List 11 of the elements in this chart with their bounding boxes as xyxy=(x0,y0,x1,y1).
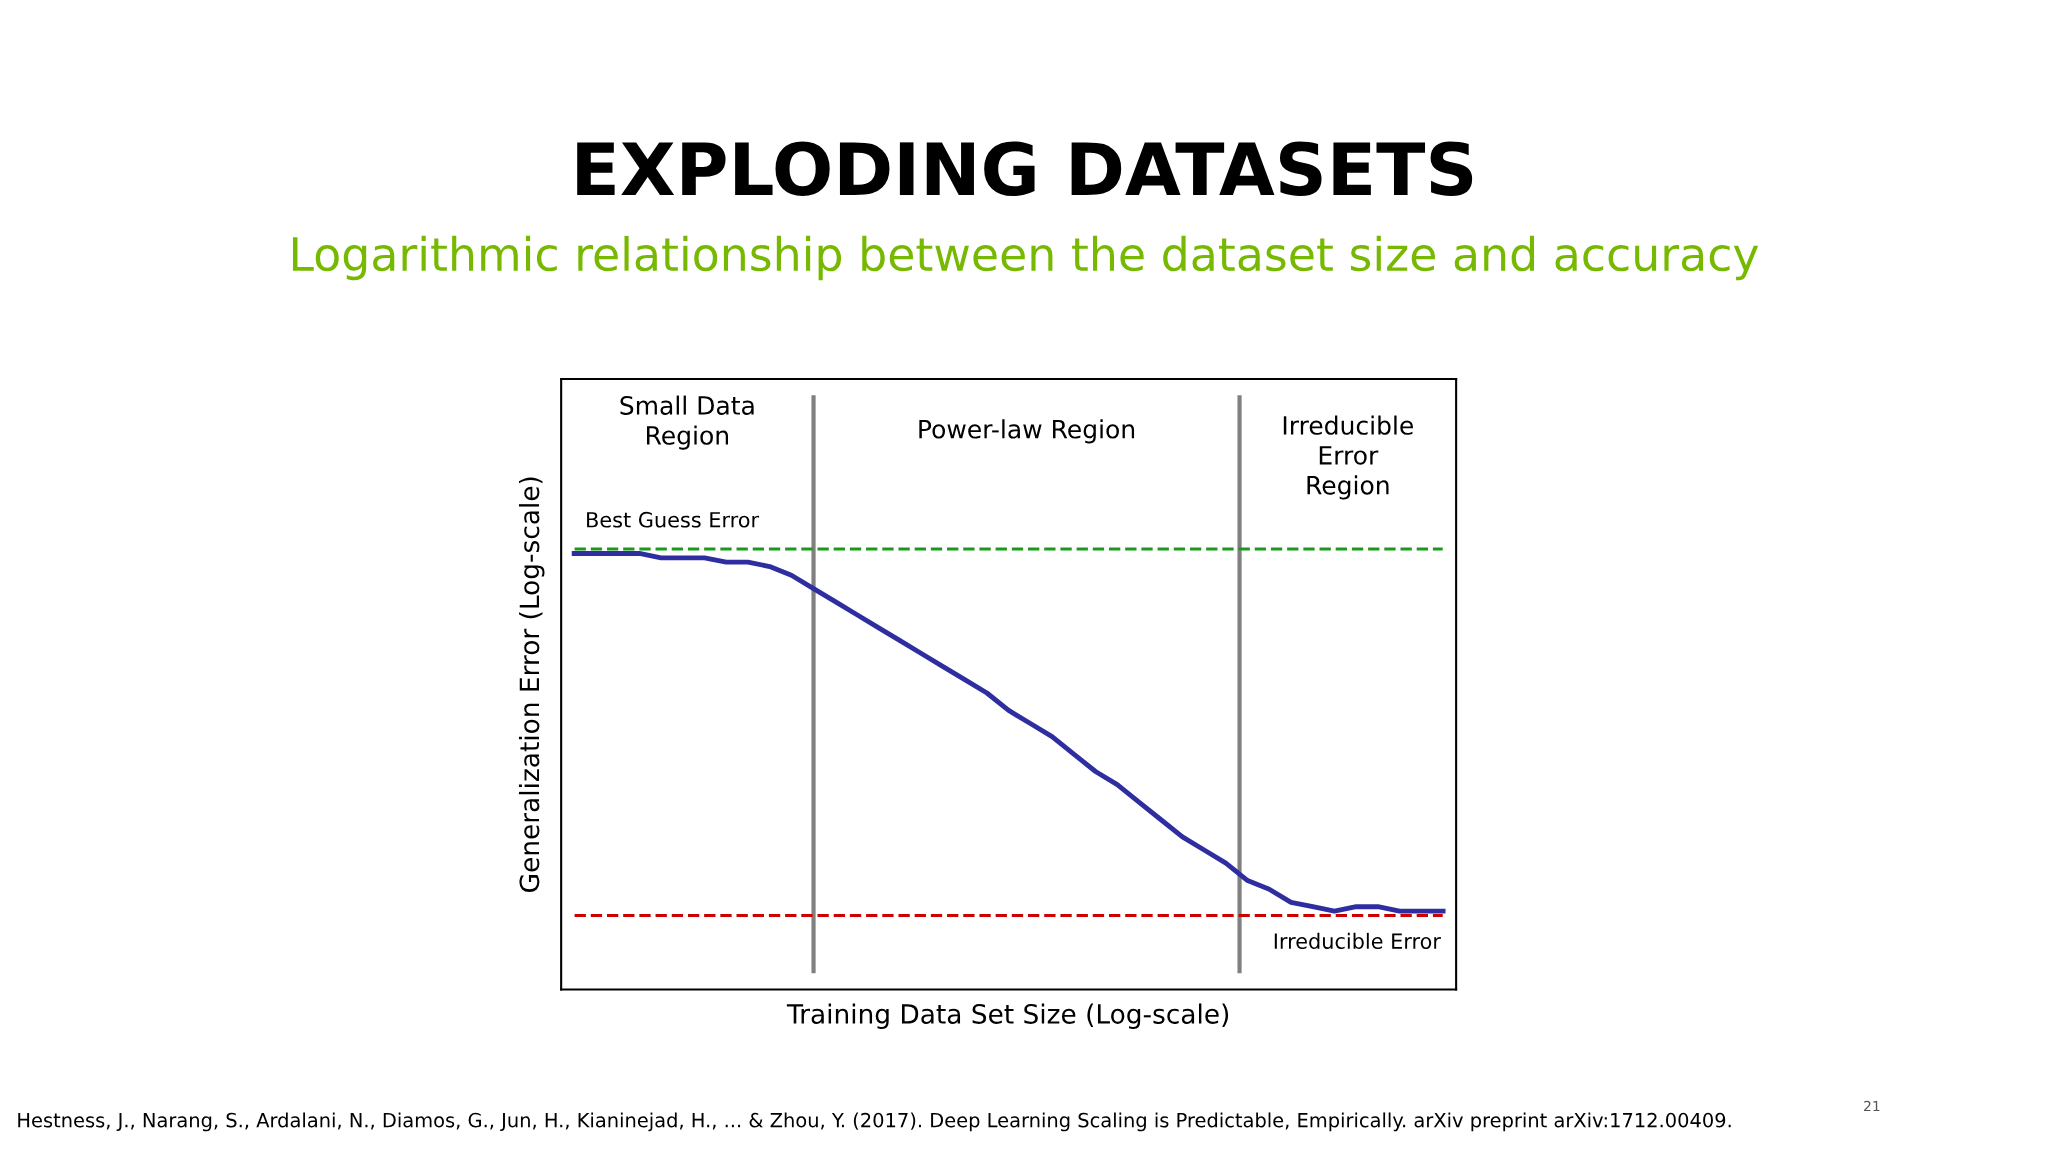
text: Power-law Region xyxy=(919,419,1135,444)
chart-subtitle: Logarithmic relationship between the dataset size and accuracy xyxy=(292,235,1759,281)
text: Hestness, J., Narang, S., Ardalani, N., Diamos, G., Jun, H., Kianinejad, H., ... & Zhou, Y. (2017). Deep Learning Scaling is Predictable, Empirically. arXiv preprint arXiv:1712.00409. xyxy=(18,1112,1731,1132)
x-axis-title: Training Data Set Size (Log-scale) xyxy=(786,1003,1229,1029)
text: 21 xyxy=(1864,1100,1880,1112)
ref-line-label: Best Guess Error xyxy=(587,511,760,528)
text: Small Data Region xyxy=(620,395,754,450)
chart-title: EXPLODING DATASETS xyxy=(577,141,1473,197)
ref-line-label: Irreducible Error xyxy=(1274,932,1441,949)
y-axis-title: Generalization Error (Log-scale) xyxy=(518,477,545,892)
text: Irreducible Error Region xyxy=(1283,415,1413,500)
